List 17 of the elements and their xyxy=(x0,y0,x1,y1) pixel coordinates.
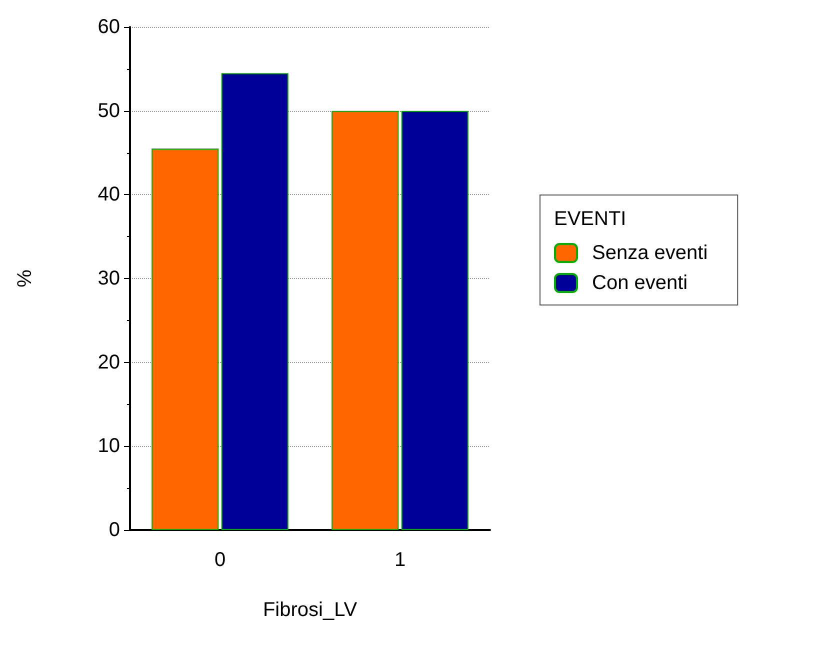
y-tick-label: 60 xyxy=(98,16,120,38)
y-tick-label: 10 xyxy=(98,435,120,458)
bar xyxy=(332,110,399,530)
x-axis-title: Fibrosi_LV xyxy=(262,599,358,621)
y-tick-label: 0 xyxy=(108,519,120,541)
y-tick-label: 40 xyxy=(98,184,120,206)
y-tick-label: 30 xyxy=(98,268,120,290)
bar xyxy=(401,110,468,530)
y-axis-title: % xyxy=(14,269,36,288)
legend-label: Con eventi xyxy=(592,272,688,294)
x-tick-label: 1 xyxy=(394,549,406,571)
bar xyxy=(221,73,288,530)
legend-label: Senza eventi xyxy=(592,242,708,264)
bar xyxy=(152,148,219,530)
legend-title: EVENTI xyxy=(554,208,626,230)
y-tick-label: 20 xyxy=(98,351,120,374)
y-tick-label: 50 xyxy=(98,100,120,122)
